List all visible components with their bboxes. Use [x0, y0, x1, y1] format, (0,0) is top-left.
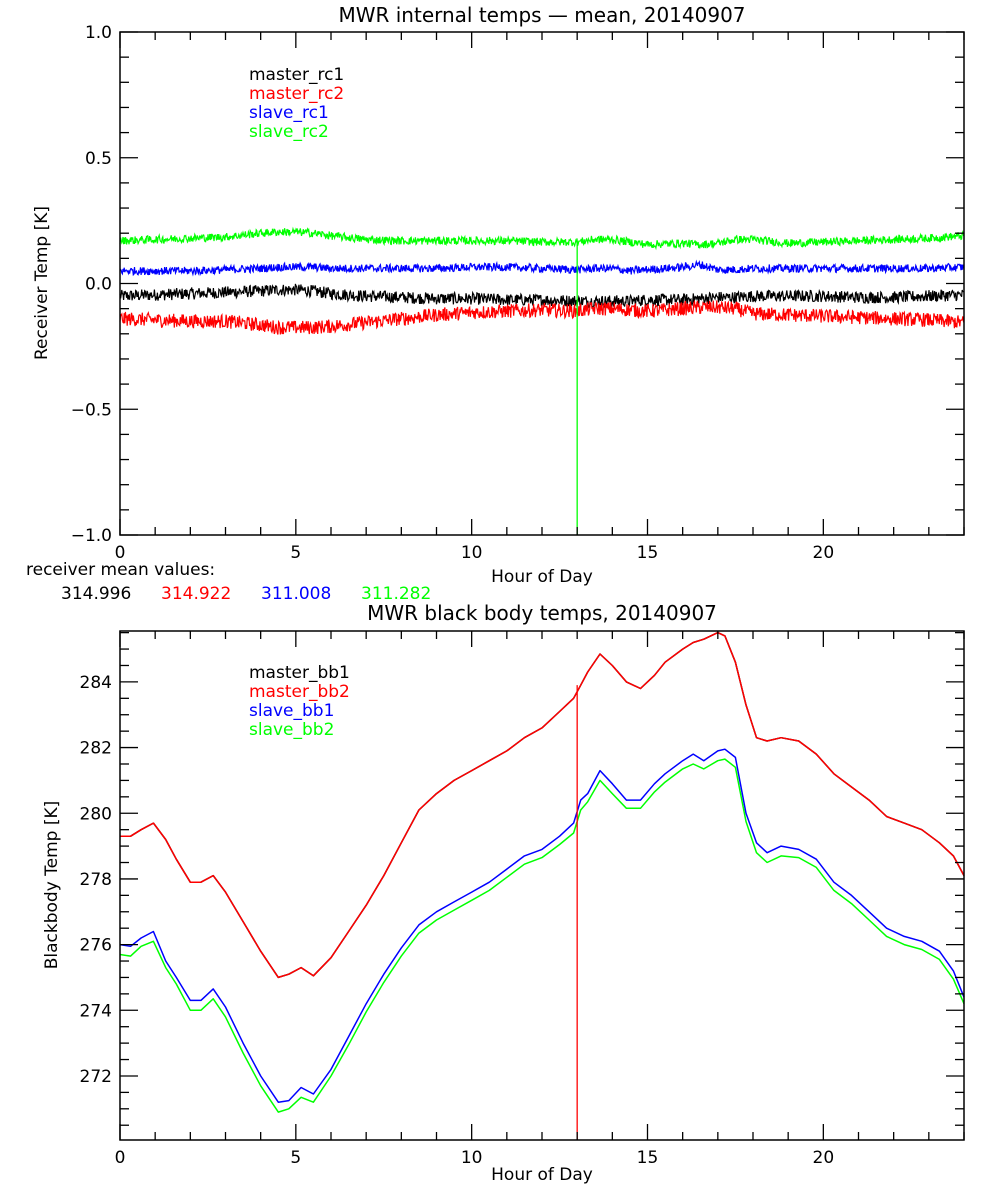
legend: master_bb1 master_bb2 slave_bb1 slave_bb…	[249, 663, 350, 740]
y-axis-label: Blackbody Temp [K]	[42, 801, 62, 970]
series-line-slave-rc2	[119, 226, 965, 251]
y-tick-label: 272	[80, 1067, 112, 1087]
series-line-master-rc1	[119, 283, 965, 309]
x-tick-label: 20	[813, 543, 835, 563]
x-tick-label: 20	[813, 1148, 835, 1168]
series-line-master-bb2	[120, 631, 965, 979]
series-line-master-bb1	[120, 631, 965, 979]
y-tick-label: 284	[80, 673, 112, 693]
chart-title: MWR black body temps, 20140907	[367, 601, 717, 625]
blackbody-temp-panel: MWR black body temps, 20140907 0 5 10 15 20 2…	[42, 601, 965, 1185]
series-line-slave-rc1	[119, 259, 965, 277]
y-tick-label: 276	[80, 936, 112, 956]
y-tick-label: 280	[80, 804, 112, 824]
legend-item-slave-rc1: slave_rc1	[249, 103, 329, 123]
annotation-label: receiver mean values:	[26, 560, 215, 580]
receiver-mean-annotation: receiver mean values: 314.996 314.922 31…	[26, 560, 431, 604]
x-tick-label: 0	[115, 1148, 126, 1168]
plot-frame	[119, 31, 965, 536]
plot-area	[119, 631, 965, 1140]
axes: 0 5 10 15 20 272 274 276 278 280 282 284	[80, 630, 965, 1168]
series-line-slave-bb1	[119, 748, 965, 1103]
y-tick-label: 282	[80, 739, 112, 759]
mean-value-slave-rc1: 311.008	[261, 584, 331, 604]
legend-item-slave-bb1: slave_bb1	[249, 701, 334, 721]
y-tick-label: 278	[80, 870, 112, 890]
x-tick-label: 0	[115, 543, 126, 563]
legend-item-slave-rc2: slave_rc2	[249, 122, 329, 142]
y-axis-label: Receiver Temp [K]	[32, 206, 52, 360]
plot-area	[119, 226, 965, 535]
receiver-temp-panel: MWR internal temps — mean, 20140907 0 5 10…	[26, 3, 965, 604]
y-tick-label: 274	[80, 1001, 112, 1021]
legend: master_rc1 master_rc2 slave_rc1 slave_rc…	[249, 65, 344, 142]
legend-item-master-rc2: master_rc2	[249, 84, 344, 104]
y-tick-label: 0.5	[85, 149, 112, 169]
series-line-master-rc2	[119, 299, 965, 335]
mean-value-slave-rc2: 311.282	[361, 584, 431, 604]
legend-item-slave-bb2: slave_bb2	[249, 720, 334, 740]
legend-item-master-bb1: master_bb1	[249, 663, 350, 683]
mean-value-master-rc2: 314.922	[161, 584, 231, 604]
x-tick-label: 10	[461, 1148, 483, 1168]
x-tick-label: 5	[290, 1148, 301, 1168]
y-tick-label: 1.0	[85, 23, 112, 43]
legend-item-master-rc1: master_rc1	[249, 65, 344, 85]
y-tick-label: 0.0	[85, 275, 112, 295]
x-axis-label: Hour of Day	[491, 1165, 593, 1185]
series-line-slave-bb2	[119, 758, 965, 1113]
chart-title: MWR internal temps — mean, 20140907	[338, 3, 745, 27]
x-tick-label: 15	[637, 543, 659, 563]
x-axis-label: Hour of Day	[491, 567, 593, 587]
x-tick-label: 15	[637, 1148, 659, 1168]
mean-value-master-rc1: 314.996	[61, 584, 131, 604]
x-tick-label: 10	[461, 543, 483, 563]
y-tick-label: −0.5	[71, 400, 112, 420]
legend-item-master-bb2: master_bb2	[249, 682, 350, 702]
axes: 0 5 10 15 20 −1.0 −0.5 0.0 0.5 1.0	[71, 23, 965, 563]
x-tick-label: 5	[290, 543, 301, 563]
y-tick-label: −1.0	[71, 526, 112, 546]
